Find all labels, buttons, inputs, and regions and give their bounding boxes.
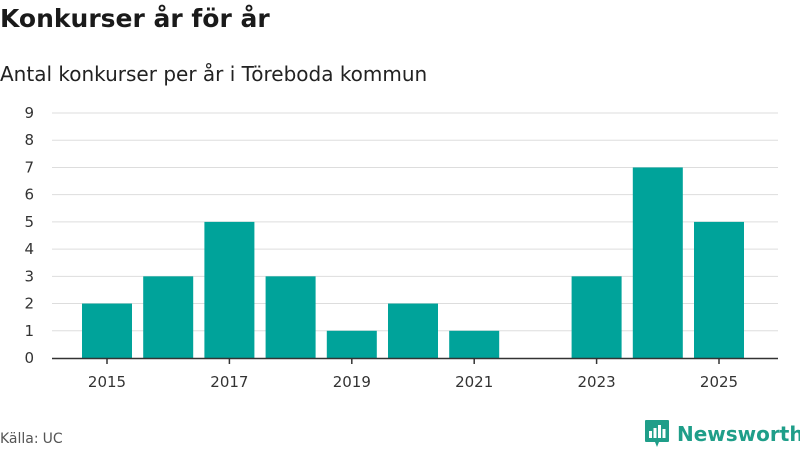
bar-2021 xyxy=(449,330,500,358)
y-tick-label: 2 xyxy=(24,295,34,313)
x-tick-label: 2023 xyxy=(578,373,616,391)
x-axis xyxy=(52,357,778,364)
y-tick-label: 8 xyxy=(24,131,34,149)
bar-2015 xyxy=(82,303,132,358)
x-tick-label: 2021 xyxy=(455,373,493,391)
x-tick-label: 2015 xyxy=(88,373,126,391)
x-tick-label: 2025 xyxy=(700,373,738,391)
bar-2023 xyxy=(571,276,622,358)
x-tick-label: 2019 xyxy=(333,373,371,391)
bar-2016 xyxy=(143,276,194,358)
y-axis-tick-labels: 0 1 2 3 4 5 6 7 8 9 xyxy=(24,104,34,367)
bar-2025 xyxy=(694,221,744,358)
bars xyxy=(82,167,744,358)
bar-2020 xyxy=(388,303,438,358)
bar-chart: 0 1 2 3 4 5 6 7 8 9 2015 2017 2019 2021 2023 2025 xyxy=(24,104,778,391)
chart-title: Konkurser år för år xyxy=(0,4,270,33)
source-value: UC xyxy=(42,431,63,447)
y-tick-label: 0 xyxy=(24,349,34,367)
y-tick-label: 1 xyxy=(24,322,34,340)
y-tick-label: 7 xyxy=(24,158,34,176)
source-label: Källa: xyxy=(0,431,39,447)
y-tick-label: 4 xyxy=(24,240,34,258)
bar-2017 xyxy=(204,221,255,358)
bar-2018 xyxy=(265,276,316,358)
chart-subtitle: Antal konkurser per år i Töreboda kommun xyxy=(0,62,428,86)
x-tick-label: 2017 xyxy=(210,373,248,391)
y-tick-label: 9 xyxy=(24,104,34,122)
y-tick-label: 5 xyxy=(24,213,34,231)
source-note: Källa: UC xyxy=(0,430,63,448)
brand-logo: Newsworthy xyxy=(644,418,800,450)
bar-2019 xyxy=(326,330,377,358)
y-tick-label: 6 xyxy=(24,186,34,204)
bar-2024 xyxy=(632,167,683,358)
newsworthy-logo-icon xyxy=(645,420,669,447)
brand-name: Newsworthy xyxy=(677,422,800,446)
x-axis-tick-labels: 2015 2017 2019 2021 2023 2025 xyxy=(88,373,738,391)
y-tick-label: 3 xyxy=(24,267,34,285)
